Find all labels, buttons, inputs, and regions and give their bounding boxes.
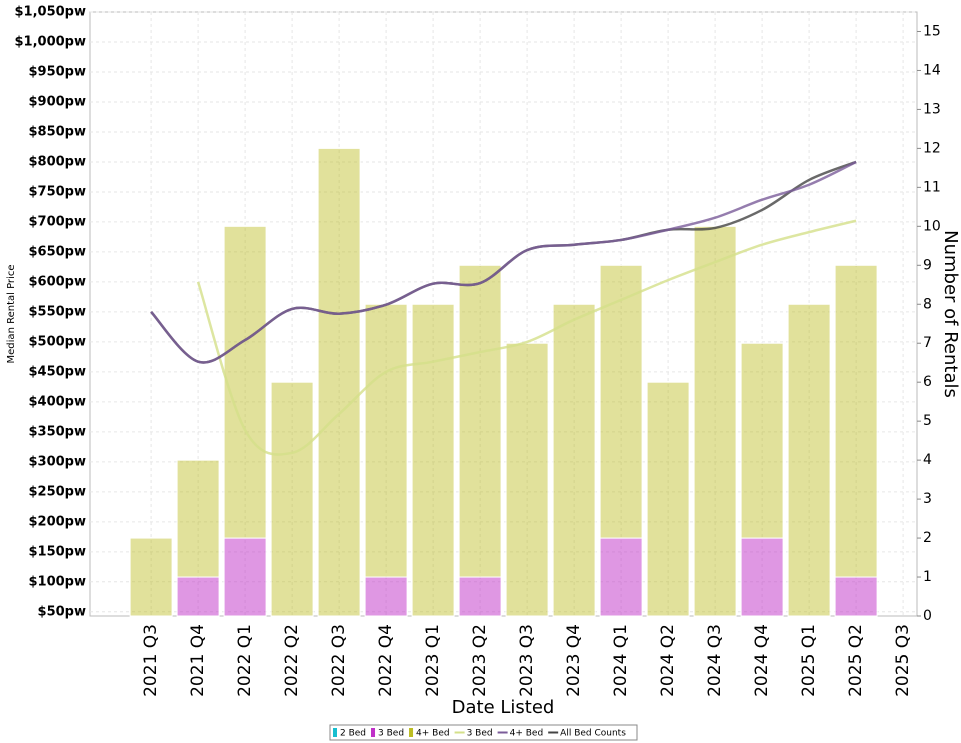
x-tick-label: 2021 Q3 bbox=[141, 624, 161, 697]
legend-swatch bbox=[409, 728, 414, 737]
legend-box bbox=[329, 724, 638, 741]
line bbox=[150, 160, 857, 364]
bar bbox=[270, 381, 314, 617]
y2-tick-label: 2 bbox=[923, 530, 932, 546]
y2-tick-label: 1 bbox=[923, 569, 932, 585]
y-tick-label: $600pw bbox=[29, 274, 87, 289]
bar bbox=[317, 147, 361, 617]
y-tick-label: $650pw bbox=[29, 244, 87, 259]
y-tick-label: $50pw bbox=[38, 604, 86, 619]
bar bbox=[411, 303, 455, 617]
x-tick-label: 2025 Q1 bbox=[799, 624, 819, 697]
x-tick-label: 2023 Q4 bbox=[564, 624, 584, 697]
y2-tick-label: 8 bbox=[923, 296, 932, 312]
bar bbox=[599, 264, 643, 539]
y-tick-label: $550pw bbox=[29, 304, 87, 319]
y-tick-label: $300pw bbox=[29, 454, 87, 469]
y-tick-label: $900pw bbox=[29, 94, 87, 109]
x-tick-label: 2022 Q3 bbox=[329, 624, 349, 697]
bar bbox=[505, 342, 549, 617]
y-tick-label: $100pw bbox=[29, 574, 87, 589]
bar bbox=[599, 537, 643, 617]
y-tick-label: $350pw bbox=[29, 424, 87, 439]
legend-label: 4+ Bed bbox=[510, 729, 544, 739]
legend-label: 4+ Bed bbox=[416, 729, 450, 739]
legend-label: 3 Bed bbox=[378, 729, 404, 739]
bar bbox=[740, 537, 784, 617]
y-axis-label: Median Rental Price bbox=[6, 265, 17, 364]
bar bbox=[458, 264, 502, 578]
x-tick-label: 2023 Q3 bbox=[517, 624, 537, 697]
legend-label: 2 Bed bbox=[340, 729, 366, 739]
bar bbox=[176, 576, 220, 617]
x-axis-label: Date Listed bbox=[452, 697, 555, 718]
bar bbox=[646, 381, 690, 617]
y2-axis-label: Number of Rentals bbox=[940, 230, 961, 398]
y2-tick-label: 0 bbox=[923, 608, 932, 624]
y2-tick-label: 12 bbox=[923, 140, 941, 156]
bar bbox=[693, 225, 737, 617]
x-tick-label: 2022 Q1 bbox=[235, 624, 255, 697]
x-tick-label: 2024 Q4 bbox=[752, 624, 772, 697]
x-tick-label: 2025 Q3 bbox=[893, 624, 913, 697]
y2-tick-label: 9 bbox=[923, 257, 932, 273]
bar bbox=[223, 537, 267, 617]
x-tick-label: 2024 Q3 bbox=[705, 624, 725, 697]
bar bbox=[176, 459, 220, 578]
y2-tick-label: 3 bbox=[923, 491, 932, 507]
y-tick-label: $500pw bbox=[29, 334, 87, 349]
x-tick-label: 2022 Q4 bbox=[376, 624, 396, 697]
y-tick-label: $1,000pw bbox=[15, 34, 86, 49]
legend-label: All Bed Counts bbox=[560, 729, 626, 739]
y-tick-label: $800pw bbox=[29, 154, 87, 169]
y2-tick-label: 11 bbox=[923, 179, 941, 195]
y-tick-label: $1,050pw bbox=[15, 5, 86, 20]
bar bbox=[740, 342, 784, 539]
x-tick-label: 2022 Q2 bbox=[282, 624, 302, 697]
y2-tick-label: 5 bbox=[923, 413, 932, 429]
legend-label: 3 Bed bbox=[467, 729, 493, 739]
bar bbox=[458, 576, 502, 617]
bar bbox=[787, 303, 831, 617]
y-tick-label: $700pw bbox=[29, 214, 87, 229]
x-tick-label: 2021 Q4 bbox=[188, 624, 208, 697]
legend-swatch bbox=[371, 728, 376, 737]
bar bbox=[834, 576, 878, 617]
y-tick-label: $150pw bbox=[29, 544, 87, 559]
bar bbox=[364, 303, 408, 578]
y-tick-label: $250pw bbox=[29, 484, 87, 499]
y2-tick-label: 6 bbox=[923, 374, 932, 390]
x-tick-label: 2023 Q1 bbox=[423, 624, 443, 697]
x-tick-label: 2023 Q2 bbox=[470, 624, 490, 697]
bar bbox=[129, 537, 173, 617]
x-tick-label: 2024 Q2 bbox=[658, 624, 678, 697]
bar bbox=[364, 576, 408, 617]
y2-tick-label: 7 bbox=[923, 335, 932, 351]
y-tick-label: $750pw bbox=[29, 184, 87, 199]
line bbox=[196, 219, 857, 456]
y2-tick-label: 13 bbox=[923, 101, 941, 117]
y2-tick-label: 14 bbox=[923, 62, 941, 78]
y-tick-label: $850pw bbox=[29, 124, 87, 139]
y2-tick-label: 4 bbox=[923, 452, 932, 468]
plot-frame bbox=[89, 11, 918, 617]
y-tick-label: $200pw bbox=[29, 514, 87, 529]
bar bbox=[223, 225, 267, 539]
y-tick-label: $950pw bbox=[29, 64, 87, 79]
x-tick-label: 2025 Q2 bbox=[846, 624, 866, 697]
bar bbox=[552, 303, 596, 617]
bar bbox=[834, 264, 878, 578]
y2-tick-label: 10 bbox=[923, 218, 941, 234]
legend-swatch bbox=[333, 728, 337, 737]
y-tick-label: $450pw bbox=[29, 364, 87, 379]
y2-tick-label: 15 bbox=[923, 23, 941, 39]
x-tick-label: 2024 Q1 bbox=[611, 624, 631, 697]
y-tick-label: $400pw bbox=[29, 394, 87, 409]
